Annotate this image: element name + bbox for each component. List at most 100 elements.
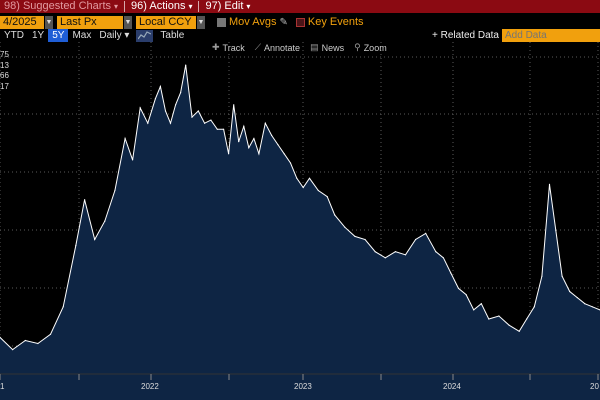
data-point: [296, 177, 298, 179]
range-max[interactable]: Max: [72, 30, 92, 41]
range-5y[interactable]: 5Y: [48, 29, 69, 42]
related-data-button[interactable]: + Related Data: [432, 30, 499, 41]
data-point: [210, 119, 212, 121]
news-icon: ▤: [310, 42, 319, 52]
data-point: [185, 64, 187, 66]
data-point: [526, 318, 528, 320]
zoom-label: Zoom: [363, 42, 387, 53]
pen-icon: ⟋: [254, 42, 262, 52]
data-point: [248, 147, 250, 149]
data-point: [169, 122, 172, 124]
actions-menu[interactable]: 96) Actions ▾: [127, 0, 196, 13]
data-point: [204, 122, 206, 124]
data-point: [457, 287, 460, 289]
x-tick-label: 2024: [443, 382, 461, 391]
mov-avgs-checkbox[interactable]: [217, 17, 226, 27]
data-point: [374, 251, 376, 253]
data-point: [277, 144, 279, 146]
data-point: [271, 134, 273, 136]
x-tick-label: 2022: [141, 382, 159, 391]
data-point: [394, 251, 396, 253]
data-point: [591, 306, 594, 308]
data-point: [124, 137, 126, 140]
related-data-group: + Related Data: [429, 29, 600, 42]
y-label: 17: [0, 81, 9, 91]
x-tick-label: 1: [0, 382, 5, 391]
track-label: Track: [222, 42, 245, 53]
annotate-tool[interactable]: ⟋ Annotate: [255, 42, 300, 53]
data-point: [175, 104, 177, 106]
chevron-down-icon: ▾: [246, 2, 251, 11]
data-point: [326, 196, 328, 198]
data-point: [139, 107, 141, 109]
x-tick-label: 2023: [294, 382, 312, 391]
currency-field[interactable]: Local CCY: [136, 15, 196, 29]
crosshair-icon: ✚: [212, 42, 220, 52]
data-point: [584, 303, 586, 305]
data-point: [243, 125, 245, 127]
add-data-input[interactable]: [502, 29, 600, 42]
table-button[interactable]: Table: [160, 30, 185, 41]
data-point: [415, 238, 417, 241]
frequency-dropdown[interactable]: Daily ▾: [99, 30, 130, 41]
data-point: [450, 272, 452, 274]
data-point: [435, 251, 437, 253]
data-point: [0, 336, 1, 338]
data-point: [84, 199, 86, 201]
data-point: [344, 226, 346, 228]
currency-dropdown-icon[interactable]: ▼: [197, 15, 205, 29]
controls-bar: 4/2025 ▼ Last Px ▼ Local CCY ▼ Mov Avgs …: [0, 14, 600, 30]
data-point: [223, 128, 225, 130]
menu-divider: [198, 1, 200, 12]
news-tool[interactable]: ▤ News: [310, 42, 344, 53]
data-point: [228, 153, 230, 155]
data-point: [308, 177, 311, 179]
zoom-tool[interactable]: ⚲ Zoom: [354, 42, 387, 53]
x-tick-label: 20: [590, 382, 599, 391]
data-point: [114, 189, 116, 192]
data-point: [541, 275, 543, 277]
menu-divider: [124, 1, 126, 12]
data-point: [258, 153, 260, 155]
magnifier-icon: ⚲: [354, 42, 361, 52]
annotate-label: Annotate: [264, 42, 301, 53]
pencil-icon[interactable]: ✎: [279, 16, 288, 28]
data-point: [576, 297, 578, 299]
y-label: 13: [0, 60, 9, 70]
y-label: 75: [0, 50, 9, 59]
edit-menu[interactable]: 97) Edit ▾: [201, 0, 254, 13]
mov-avgs-label: Mov Avgs: [229, 16, 277, 28]
data-point: [384, 257, 386, 259]
range-bar: YTD 1Y 5Y Max Daily ▾ Table + Related Da…: [0, 29, 600, 42]
data-point: [498, 315, 500, 317]
data-point: [555, 229, 557, 231]
date-dropdown-icon[interactable]: ▼: [45, 15, 53, 29]
data-point: [364, 238, 366, 241]
range-ytd[interactable]: YTD: [4, 30, 24, 41]
price-dropdown-icon[interactable]: ▼: [124, 15, 132, 29]
data-point: [473, 309, 475, 311]
data-point: [159, 85, 161, 88]
key-events-checkbox[interactable]: [295, 17, 305, 27]
data-point: [289, 162, 292, 164]
track-tool[interactable]: ✚ Track: [212, 42, 245, 53]
date-field[interactable]: 4/2025: [0, 15, 44, 29]
suggested-charts-label: 98) Suggested Charts: [4, 0, 112, 12]
data-point: [164, 110, 167, 112]
range-1y[interactable]: 1Y: [32, 30, 45, 41]
price-chart[interactable]: [0, 42, 600, 400]
data-point: [442, 257, 444, 259]
data-point: [154, 98, 156, 100]
data-point: [533, 306, 535, 308]
line-chart-icon[interactable]: [136, 29, 154, 42]
data-point: [569, 290, 571, 293]
data-point: [147, 122, 149, 124]
price-field[interactable]: Last Px: [57, 15, 123, 29]
chevron-down-icon: ▾: [188, 2, 193, 11]
data-point: [518, 330, 520, 332]
data-point: [264, 122, 266, 124]
suggested-charts-menu[interactable]: 98) Suggested Charts ▾: [0, 0, 122, 13]
price-area: [0, 65, 600, 400]
data-point: [334, 214, 336, 216]
data-point: [75, 245, 77, 247]
